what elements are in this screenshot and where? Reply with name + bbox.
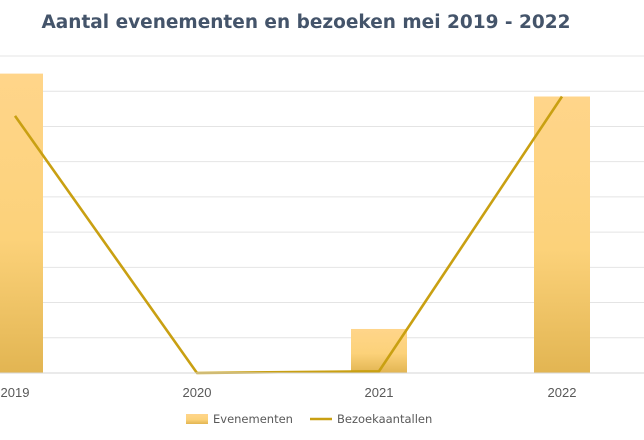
legend-swatch-evenementen [186, 414, 208, 424]
legend: Evenementen Bezoekaantallen [186, 412, 432, 426]
bar-2019 [0, 73, 43, 373]
line-series [13, 95, 564, 375]
bar-2021 [351, 328, 407, 373]
bar-2022 [534, 96, 590, 373]
x-axis: 2019 2020 2021 2022 [0, 372, 644, 400]
legend-label-evenementen: Evenementen [213, 412, 293, 426]
x-tick-label: 2021 [365, 385, 394, 400]
line-bezoekaantallen [13, 95, 564, 375]
x-tick-label: 2020 [183, 385, 212, 400]
bar-series [0, 73, 590, 373]
legend-label-bezoekaantallen: Bezoekaantallen [337, 412, 432, 426]
x-tick-label: 2019 [1, 385, 30, 400]
chart-title: Aantal evenementen en bezoeken mei 2019 … [41, 12, 571, 33]
x-tick-label: 2022 [548, 385, 577, 400]
